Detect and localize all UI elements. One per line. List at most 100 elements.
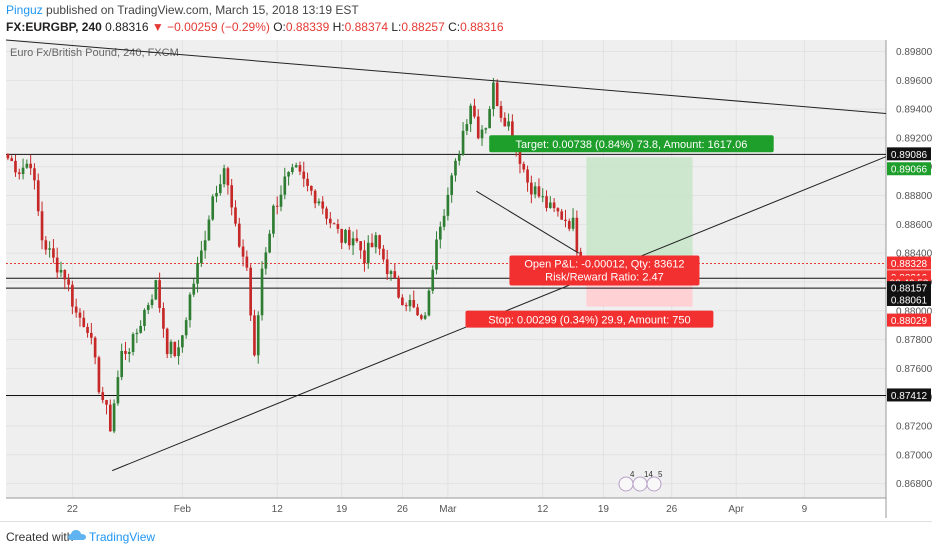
candle-body [492,82,495,110]
price-chart[interactable]: 0.898000.896000.894000.892000.890000.888… [0,38,932,521]
candle-body [427,290,431,316]
pnl-box [509,255,700,286]
x-tick-label: 19 [598,504,610,515]
candle-body [162,308,165,329]
candle-body [374,235,378,248]
x-tick-label: Feb [174,504,192,515]
candle-body [177,347,180,357]
author-link[interactable]: Pinguz [6,3,43,17]
candle-body [124,351,127,354]
candle-body [143,309,146,326]
candle-body [446,194,450,216]
candle-body [146,305,150,310]
candle-body [33,168,36,181]
y-tick-label: 0.87200 [896,421,932,432]
candle-body [71,284,74,307]
candle-body [363,250,366,264]
candle-body [416,307,419,316]
y-tick-label: 0.89800 [896,47,932,58]
candle-body [139,325,142,333]
candle-body [44,240,48,250]
created-with-text: Created with [6,530,74,544]
candle-body [253,315,256,356]
candle-body [215,193,218,197]
candle-body [503,117,507,127]
candle-body [158,280,161,309]
candle-body [325,208,328,219]
x-tick-label: 9 [802,504,808,515]
y-tick-label: 0.87000 [896,450,932,461]
price-level-badge [887,281,931,295]
candle-body [302,171,306,179]
candle-body [97,357,101,393]
candle-body [237,223,241,247]
candle-body [241,246,245,257]
y-tick-label: 0.89400 [896,105,932,116]
candle-body [234,207,237,224]
candle-body [135,332,139,335]
candle-body [36,180,40,212]
event-count: 14 [644,470,653,479]
price-level-label: 0.88328 [891,259,928,270]
candle-body [473,105,476,117]
candle-body [457,154,461,161]
candle-body [556,208,560,212]
candle-body [359,241,362,251]
candle-body [272,205,275,234]
candle-body [86,326,89,333]
candle-body [404,305,408,307]
target-label: Target: 0.00738 (0.84%) 73.8, Amount: 16… [516,139,748,151]
candle-body [294,165,298,168]
candle-body [465,124,469,131]
y-tick-label: 0.89200 [896,133,932,144]
candle-body [59,269,63,273]
candle-body [165,328,169,355]
down-arrow-icon: ▼ [151,20,164,34]
symbol-ohlc-line: FX:EURGBP, 240 0.88316 ▼ −0.00259 (−0.29… [6,20,504,34]
candle-body [196,263,199,284]
candle-body [48,248,51,250]
candle-body [484,128,488,130]
candle-body [344,229,347,243]
candle-body [511,121,514,142]
candle-body [283,176,287,195]
y-tick-label: 0.89600 [896,76,932,87]
candle-body [507,121,510,127]
candle-body [150,299,154,306]
candle-body [52,248,55,258]
candle-body [188,294,192,321]
candle-body [313,190,317,204]
high-label: H: [332,20,345,34]
candle-body [17,172,21,175]
candle-body [518,146,522,164]
price-level-label: 0.88061 [891,295,928,306]
candle-body [541,196,545,198]
candle-body [552,202,556,209]
candle-body [131,334,135,352]
candle-body [355,238,359,242]
candle-body [526,169,529,183]
candle-body [101,392,105,401]
y-tick-label: 0.86800 [896,479,932,490]
target-label-box [489,135,774,153]
candle-body [226,168,230,186]
candle-body [366,242,370,264]
candle-body [370,242,374,248]
candle-body [200,250,203,264]
candle-body [25,163,29,168]
candle-body [256,315,260,356]
economic-event-icon [618,476,634,492]
candle-body [63,269,67,280]
x-tick-label: 19 [336,504,348,515]
open-label: O: [273,20,286,34]
candle-body [279,194,283,207]
candle-body [450,175,454,195]
candle-body [67,279,70,285]
candle-body [260,268,264,316]
x-tick-label: 26 [666,504,678,515]
candle-body [423,315,427,319]
close-label: C: [448,20,461,34]
candle-body [382,248,385,260]
tradingview-link[interactable]: TradingView [89,530,156,544]
candle-body [120,351,124,378]
